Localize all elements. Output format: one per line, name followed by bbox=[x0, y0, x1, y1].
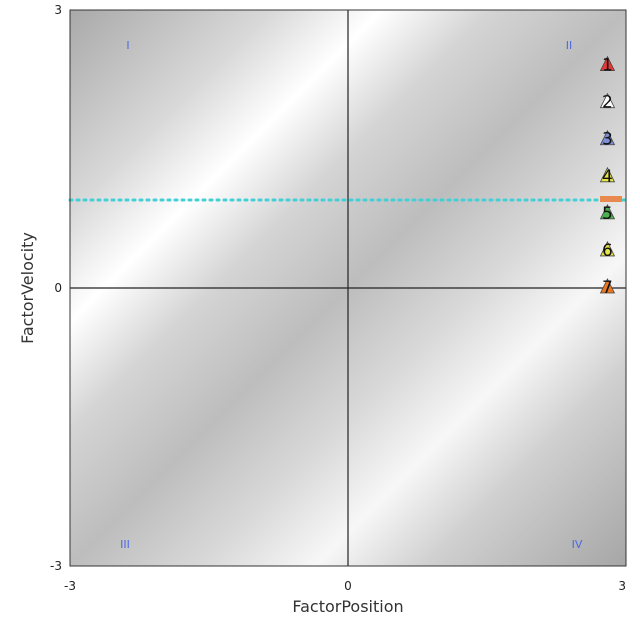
data-point-4[interactable]: 4 bbox=[599, 166, 616, 187]
data-point-5[interactable]: 5 bbox=[599, 203, 616, 224]
data-point-1[interactable]: 1 bbox=[599, 55, 616, 76]
quadrant-label-ii: II bbox=[566, 39, 573, 52]
reference-line-marker bbox=[600, 196, 622, 202]
point-marker-triangle bbox=[599, 278, 616, 294]
point-marker-triangle bbox=[599, 166, 616, 183]
data-point-3[interactable]: 3 bbox=[599, 129, 616, 150]
y-tick-label: 3 bbox=[54, 3, 62, 17]
y-tick-label: -3 bbox=[50, 559, 62, 573]
quadrant-label-iii: III bbox=[120, 538, 130, 551]
x-tick-label: -3 bbox=[64, 579, 76, 593]
point-label: 6 bbox=[602, 241, 613, 261]
point-label: 7 bbox=[602, 278, 613, 298]
point-marker-triangle bbox=[599, 55, 616, 71]
point-marker-triangle bbox=[599, 203, 616, 220]
point-label: 2 bbox=[602, 93, 613, 113]
marker-layer: 1 2 3 4 5 6 7 bbox=[599, 55, 616, 298]
data-point-6[interactable]: 6 bbox=[599, 241, 616, 261]
data-point-7[interactable]: 7 bbox=[599, 278, 616, 298]
x-tick-label: 0 bbox=[344, 579, 352, 593]
point-marker-triangle bbox=[599, 92, 616, 109]
quadrant-label-i: I bbox=[126, 39, 129, 52]
plot-frame bbox=[69, 9, 627, 567]
point-label: 4 bbox=[602, 167, 613, 187]
data-point-2[interactable]: 2 bbox=[599, 92, 616, 113]
x-tick-label: 3 bbox=[618, 579, 626, 593]
y-axis-title: FactorVelocity bbox=[18, 232, 37, 344]
point-label: 1 bbox=[602, 56, 613, 76]
point-marker-triangle bbox=[599, 241, 616, 257]
point-label: 5 bbox=[602, 204, 613, 224]
quadrant-label-iv: IV bbox=[572, 538, 583, 551]
point-marker-triangle bbox=[599, 129, 616, 146]
point-label: 3 bbox=[602, 130, 613, 150]
y-tick-label: 0 bbox=[54, 281, 62, 295]
x-axis-title: FactorPosition bbox=[292, 597, 403, 616]
